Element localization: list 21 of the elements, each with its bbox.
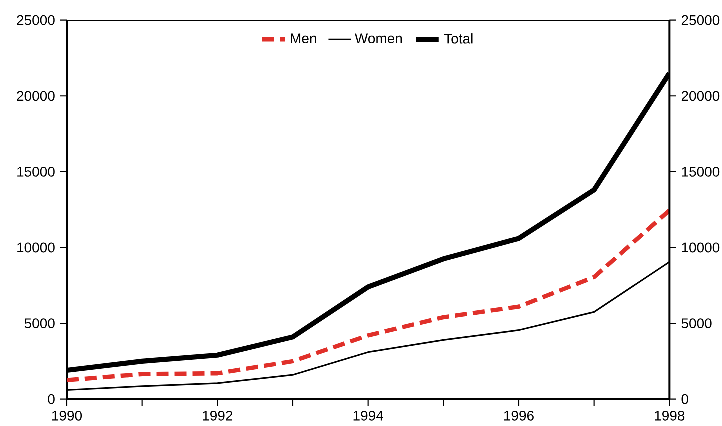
legend-label: Men bbox=[291, 34, 316, 44]
y2-tick-label: 5000 bbox=[682, 318, 712, 328]
y2-tick-label: 15000 bbox=[682, 166, 720, 177]
y-tick-label: 25000 bbox=[17, 15, 55, 26]
y-tick-label: 10000 bbox=[18, 242, 55, 253]
x-tick-label: 1998 bbox=[655, 410, 685, 421]
y2-tick-label: 10000 bbox=[682, 242, 720, 253]
y-tick-label: 5000 bbox=[24, 318, 55, 328]
legend-label: Women bbox=[355, 34, 402, 44]
y2-tick-label: 20000 bbox=[682, 91, 720, 102]
y-tick-label: 15000 bbox=[18, 166, 55, 177]
y2-tick-label: 0 bbox=[682, 394, 688, 404]
x-tick-label: 1992 bbox=[203, 410, 233, 421]
y2-tick-label: 25000 bbox=[682, 15, 720, 26]
y-tick-label: 0 bbox=[48, 394, 55, 404]
x-tick-label: 1990 bbox=[52, 410, 82, 421]
legend-label: Total bbox=[444, 34, 473, 44]
line-series bbox=[67, 208, 670, 383]
y-tick-label: 20000 bbox=[17, 91, 55, 102]
x-tick-label: 1994 bbox=[354, 410, 384, 421]
x-tick-label: 1996 bbox=[504, 410, 534, 421]
